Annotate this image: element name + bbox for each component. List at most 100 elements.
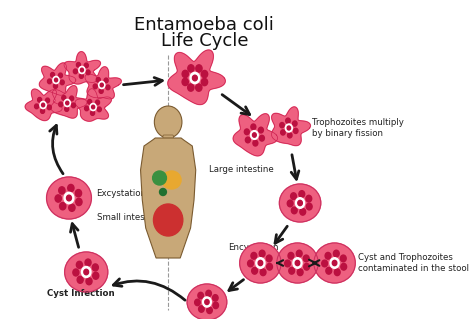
- Circle shape: [64, 107, 69, 111]
- Circle shape: [64, 100, 70, 107]
- Circle shape: [258, 260, 263, 266]
- Circle shape: [246, 137, 250, 143]
- Circle shape: [97, 107, 101, 112]
- Circle shape: [212, 295, 218, 301]
- Circle shape: [259, 250, 265, 257]
- Circle shape: [91, 105, 95, 109]
- Circle shape: [95, 100, 100, 105]
- Circle shape: [79, 74, 83, 78]
- Circle shape: [35, 104, 38, 109]
- Text: Small intestine: Small intestine: [97, 213, 161, 222]
- Circle shape: [47, 105, 51, 110]
- Circle shape: [287, 126, 291, 130]
- Circle shape: [296, 250, 302, 257]
- Circle shape: [58, 73, 63, 78]
- Circle shape: [88, 100, 91, 104]
- Circle shape: [66, 195, 72, 201]
- Circle shape: [86, 278, 92, 285]
- Ellipse shape: [187, 284, 227, 319]
- Circle shape: [86, 70, 90, 75]
- Circle shape: [341, 263, 346, 270]
- Polygon shape: [51, 85, 87, 118]
- Circle shape: [206, 290, 211, 297]
- Circle shape: [207, 307, 212, 314]
- Polygon shape: [25, 89, 62, 121]
- Circle shape: [81, 68, 83, 72]
- Circle shape: [99, 89, 103, 93]
- Circle shape: [73, 69, 77, 74]
- Circle shape: [100, 83, 103, 87]
- Ellipse shape: [46, 177, 91, 219]
- Circle shape: [251, 252, 257, 259]
- Circle shape: [251, 130, 258, 139]
- Circle shape: [60, 203, 66, 210]
- Circle shape: [79, 66, 85, 74]
- Circle shape: [334, 269, 340, 276]
- Text: Entamoeba coli: Entamoeba coli: [135, 16, 274, 34]
- Circle shape: [59, 102, 63, 107]
- Circle shape: [281, 130, 285, 135]
- Circle shape: [91, 111, 95, 115]
- Circle shape: [259, 135, 264, 141]
- Circle shape: [196, 84, 202, 91]
- Circle shape: [288, 252, 294, 259]
- FancyBboxPatch shape: [163, 135, 173, 149]
- Circle shape: [96, 78, 100, 82]
- Circle shape: [90, 103, 96, 111]
- Circle shape: [202, 297, 211, 307]
- Circle shape: [40, 101, 46, 108]
- Circle shape: [330, 258, 339, 268]
- Circle shape: [299, 191, 305, 197]
- Circle shape: [192, 75, 197, 81]
- Circle shape: [188, 84, 194, 91]
- Circle shape: [326, 267, 332, 274]
- Circle shape: [42, 103, 45, 107]
- Circle shape: [93, 84, 97, 89]
- Circle shape: [325, 252, 331, 259]
- Circle shape: [92, 264, 98, 271]
- Polygon shape: [39, 63, 76, 95]
- Circle shape: [46, 98, 49, 103]
- Circle shape: [280, 122, 284, 128]
- Ellipse shape: [160, 189, 166, 196]
- Circle shape: [333, 250, 339, 257]
- Circle shape: [69, 204, 75, 211]
- Circle shape: [285, 124, 292, 132]
- Circle shape: [258, 127, 264, 133]
- Circle shape: [76, 63, 81, 67]
- Circle shape: [247, 260, 254, 267]
- Circle shape: [76, 261, 82, 268]
- Circle shape: [303, 255, 309, 262]
- Circle shape: [285, 260, 291, 267]
- Circle shape: [256, 258, 265, 268]
- Circle shape: [62, 95, 66, 100]
- Circle shape: [196, 65, 202, 72]
- Circle shape: [201, 78, 208, 86]
- Circle shape: [82, 266, 91, 278]
- Circle shape: [332, 260, 337, 266]
- Circle shape: [253, 133, 256, 137]
- Circle shape: [68, 184, 74, 192]
- Circle shape: [47, 79, 52, 84]
- Circle shape: [293, 128, 298, 133]
- Circle shape: [190, 72, 200, 84]
- Circle shape: [306, 203, 312, 210]
- Circle shape: [73, 269, 79, 276]
- Circle shape: [245, 129, 249, 135]
- Circle shape: [72, 103, 75, 108]
- Polygon shape: [141, 138, 196, 258]
- Circle shape: [53, 76, 59, 84]
- Polygon shape: [272, 107, 310, 146]
- Ellipse shape: [240, 243, 281, 283]
- Circle shape: [295, 198, 305, 208]
- Circle shape: [288, 133, 292, 138]
- Text: Trophozoites multiply
by binary fission: Trophozoites multiply by binary fission: [312, 118, 404, 138]
- Circle shape: [70, 96, 73, 101]
- Circle shape: [106, 85, 110, 90]
- Circle shape: [213, 302, 219, 308]
- Circle shape: [76, 198, 82, 205]
- Circle shape: [340, 255, 346, 262]
- Circle shape: [182, 78, 188, 85]
- Circle shape: [205, 300, 209, 305]
- Text: Excystation: Excystation: [97, 189, 146, 198]
